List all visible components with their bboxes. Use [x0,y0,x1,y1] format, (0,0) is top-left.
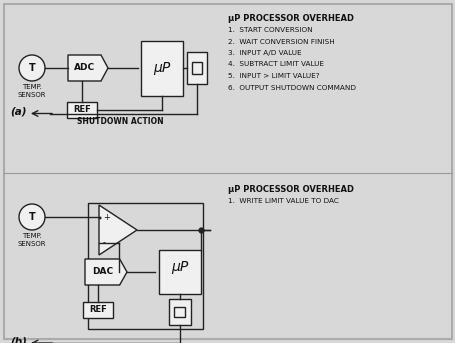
Text: μP PROCESSOR OVERHEAD: μP PROCESSOR OVERHEAD [228,185,353,194]
Text: TEMP.: TEMP. [22,84,42,90]
Bar [187,52,207,84]
Text: SENSOR: SENSOR [18,92,46,98]
Text: T: T [29,212,35,222]
Text: μP PROCESSOR OVERHEAD: μP PROCESSOR OVERHEAD [228,14,353,23]
Polygon shape [99,205,136,255]
Text: μP: μP [171,260,188,274]
Text: DAC: DAC [91,268,113,276]
Circle shape [19,204,45,230]
Text: 4.  SUBTRACT LIMIT VALUE: 4. SUBTRACT LIMIT VALUE [228,61,324,68]
Text: REF: REF [89,306,106,315]
Text: SENSOR: SENSOR [18,241,46,247]
Text: 1.  WRITE LIMIT VALUE TO DAC: 1. WRITE LIMIT VALUE TO DAC [228,198,338,204]
Bar [192,62,202,74]
Text: ADC: ADC [74,63,95,72]
Bar [67,102,97,118]
Text: (b): (b) [10,336,27,343]
Text: +: + [103,213,110,222]
Text: (a): (a) [10,106,26,117]
Text: 1.  START CONVERSION: 1. START CONVERSION [228,27,312,33]
Text: T: T [29,63,35,73]
Text: TEMP.: TEMP. [22,233,42,239]
Bar [174,307,185,317]
Text: 6.  OUTPUT SHUTDOWN COMMAND: 6. OUTPUT SHUTDOWN COMMAND [228,84,355,91]
Bar [169,299,191,325]
Polygon shape [85,259,127,285]
Text: μP: μP [153,61,170,75]
Text: 5.  INPUT > LIMIT VALUE?: 5. INPUT > LIMIT VALUE? [228,73,319,79]
Text: SHUTDOWN ACTION: SHUTDOWN ACTION [76,118,163,127]
Text: 2.  WAIT CONVERSION FINISH: 2. WAIT CONVERSION FINISH [228,38,334,45]
Text: REF: REF [73,106,91,115]
Bar [83,302,113,318]
Text: -: - [103,238,106,247]
Bar [88,203,202,329]
Bar [141,40,182,95]
Bar [159,250,201,294]
Polygon shape [68,55,108,81]
Text: 3.  INPUT A/D VALUE: 3. INPUT A/D VALUE [228,50,301,56]
Circle shape [19,55,45,81]
